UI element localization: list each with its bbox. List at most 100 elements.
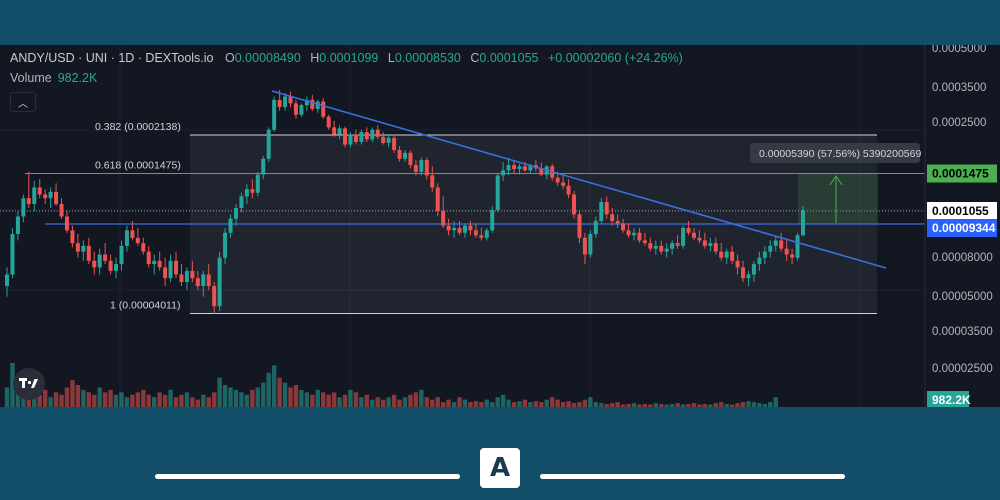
divider-right	[540, 474, 845, 479]
candle-body	[653, 245, 658, 249]
candle-body	[174, 260, 179, 275]
volume-bar	[669, 404, 675, 407]
candle-body	[397, 150, 402, 159]
y-tick-label: 0.00008000	[932, 252, 993, 264]
volume-bar	[135, 392, 141, 407]
volume-bar	[353, 392, 359, 407]
volume-bar	[386, 397, 391, 407]
candle-body	[348, 134, 353, 145]
candle-body	[408, 152, 413, 166]
volume-bar	[451, 402, 457, 407]
candle-body	[577, 214, 582, 238]
candle-body	[364, 132, 369, 140]
candle-body	[26, 198, 31, 204]
candle-body	[212, 286, 217, 307]
candle-body	[419, 160, 424, 172]
candle-body	[179, 274, 184, 283]
fib-level-label: 0.382 (0.0002138)	[95, 121, 181, 133]
chart-area[interactable]: 0.382 (0.0002138) 0.618 (0.0001475) 1 (0.0…	[0, 45, 1000, 407]
candle-body	[304, 99, 309, 106]
candle-body	[784, 248, 789, 255]
y-tick-label: 0.0005000	[932, 45, 986, 55]
volume-bar	[102, 392, 108, 407]
volume-bar	[108, 389, 113, 407]
candle-body	[239, 196, 244, 208]
volume-bar	[484, 399, 489, 407]
volume-bar	[555, 399, 560, 407]
volume-bar	[64, 387, 70, 407]
volume-bar	[233, 389, 239, 407]
candle-body	[686, 227, 691, 233]
price-chart[interactable]: 0.382 (0.0002138) 0.618 (0.0001475) 1 (0.0…	[0, 45, 1000, 407]
volume-bar	[609, 403, 615, 407]
volume-bar	[588, 397, 593, 407]
candle-body	[430, 175, 435, 188]
volume-bar	[326, 394, 331, 407]
open-value: 0.00008490	[234, 51, 301, 65]
volume-bar	[359, 397, 364, 407]
candle-body	[386, 137, 391, 143]
collapse-legend-button[interactable]: ︿	[10, 92, 36, 112]
candle-body	[92, 260, 97, 268]
volume-bar	[37, 394, 42, 407]
candle-body	[124, 230, 129, 246]
candle-body	[702, 240, 707, 246]
volume-bar	[479, 402, 484, 407]
candle-body	[735, 260, 740, 268]
volume-bar	[162, 394, 168, 407]
candle-body	[293, 103, 298, 115]
candle-body	[457, 227, 462, 233]
candle-body	[370, 129, 375, 140]
candle-body	[223, 232, 228, 258]
volume-bar	[92, 394, 97, 407]
candle-body	[697, 237, 702, 241]
candle-body	[582, 237, 587, 255]
candle-body	[522, 166, 527, 171]
candle-body	[452, 227, 457, 231]
volume-bar	[179, 394, 184, 407]
volume-bar	[184, 392, 190, 407]
candle-body	[762, 251, 767, 258]
low-value: 0.00008530	[394, 51, 461, 65]
candle-body	[381, 136, 386, 143]
volume-bar	[468, 402, 473, 407]
volume-bar	[768, 402, 773, 407]
price-tag-bg	[927, 391, 969, 407]
candle-body	[130, 230, 135, 238]
candle-body	[484, 230, 489, 238]
candle-body	[201, 274, 206, 287]
candle-body	[146, 251, 151, 265]
volume-bar	[211, 392, 217, 407]
candle-body	[730, 251, 735, 261]
candle-body	[490, 210, 495, 231]
volume-bar	[342, 394, 348, 407]
candle-body	[48, 191, 53, 199]
candle-body	[626, 230, 631, 236]
high-value: 0.0001099	[319, 51, 379, 65]
candle-body	[593, 221, 598, 235]
candle-body	[54, 191, 59, 204]
app-logo-icon: A	[480, 448, 520, 488]
price-tag-label: 0.00009344	[932, 221, 996, 235]
candle-body	[468, 225, 473, 231]
tradingview-logo-icon[interactable]	[13, 368, 45, 400]
candle-body	[664, 248, 669, 252]
volume-bar	[740, 402, 746, 407]
volume-bar	[440, 402, 446, 407]
ohlc-header: ANDY/USD · UNI · 1D · DEXTools.io O0.000…	[10, 51, 683, 65]
candle-body	[261, 158, 266, 175]
candle-body	[462, 225, 467, 233]
candle-body	[32, 187, 37, 204]
volume-bar	[130, 394, 135, 407]
measure-label-bg	[750, 143, 920, 163]
volume-bar	[331, 392, 337, 407]
volume-bar	[375, 397, 380, 407]
volume-bar	[751, 402, 757, 407]
y-tick-label: 0.0003500	[932, 82, 986, 94]
volume-bar	[539, 402, 544, 407]
volume-bar	[522, 399, 528, 407]
volume-bar	[217, 377, 222, 407]
y-tick-label: 0.0002500	[932, 117, 986, 129]
candle-body	[37, 187, 42, 195]
measure-arrowhead	[829, 175, 843, 186]
